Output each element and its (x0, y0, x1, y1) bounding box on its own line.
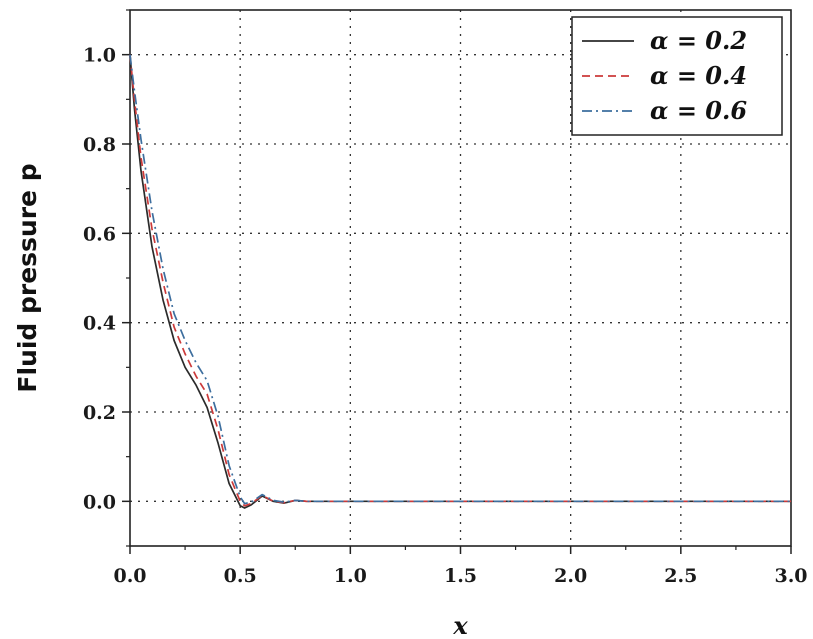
legend-label-2: α = 0.4 (650, 61, 747, 90)
legend-box (571, 16, 783, 136)
x-tick-label: 1.0 (334, 565, 367, 587)
x-tick-label: 0.0 (113, 565, 146, 587)
x-tick-label: 3.0 (774, 565, 807, 587)
y-tick-label: 0.0 (83, 491, 116, 513)
x-tick-label: 2.5 (664, 565, 697, 587)
x-tick-label: 1.5 (444, 565, 477, 587)
y-axis-label: Fluid pressure p (13, 163, 42, 392)
y-tick-label: 0.8 (83, 134, 116, 156)
y-tick-label: 0.2 (83, 402, 116, 424)
y-tick-label: 1.0 (83, 45, 116, 67)
x-tick-label: 0.5 (224, 565, 257, 587)
x-axis-label: x (452, 611, 468, 639)
y-tick-label: 0.6 (83, 223, 116, 245)
series-line-3 (129, 54, 791, 505)
legend-label-1: α = 0.2 (650, 26, 747, 55)
y-tick-label: 0.4 (83, 313, 116, 335)
axis-ticks: 0.0 0.5 1.0 1.5 2.0 2.5 3.0 0.0 0.2 0.4 0.6 0.8 1.0 (83, 9, 808, 587)
legend-items: α = 0.2 α = 0.4 α = 0.6 (582, 26, 747, 125)
x-tick-label: 2.0 (554, 565, 587, 587)
legend-label-3: α = 0.6 (650, 96, 747, 125)
series-lines (129, 54, 791, 509)
legend: α = 0.2 α = 0.4 α = 0.6 (571, 16, 783, 136)
